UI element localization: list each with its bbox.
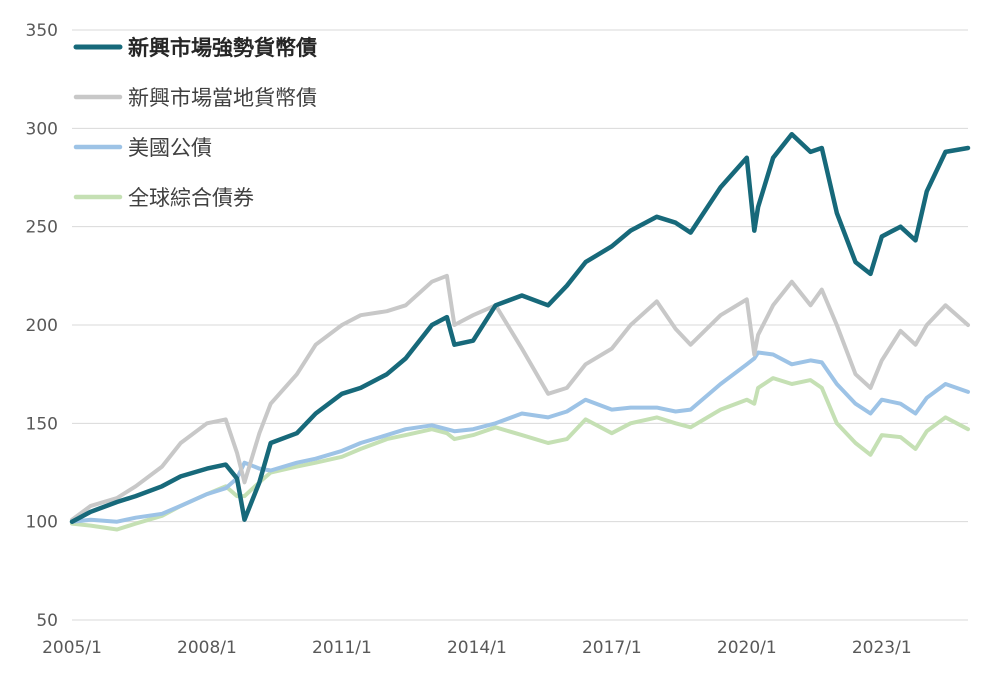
legend-label: 新興市場當地貨幣債: [128, 86, 317, 110]
x-tick-label: 2011/1: [312, 638, 372, 658]
y-axis-ticks: 350 300 250 200 150 100 50: [26, 21, 58, 631]
y-tick-label: 150: [26, 414, 58, 434]
x-tick-label: 2008/1: [177, 638, 237, 658]
legend-label: 美國公債: [128, 136, 212, 160]
x-tick-label: 2020/1: [717, 638, 777, 658]
gridlines: [72, 29, 968, 621]
series-lines: [69, 131, 971, 532]
series-line: [69, 131, 971, 524]
series-line: [70, 376, 970, 532]
y-tick-label: 100: [26, 513, 58, 533]
series-line: [70, 273, 970, 522]
y-tick-label: 200: [26, 316, 58, 336]
series-line: [70, 350, 970, 524]
x-tick-label: 2014/1: [447, 638, 507, 658]
x-tick-label: 2005/1: [42, 638, 102, 658]
legend-label: 新興市場強勢貨幣債: [128, 36, 317, 60]
y-tick-label: 300: [26, 119, 58, 139]
legend-label: 全球綜合債券: [128, 186, 254, 210]
x-tick-label: 2023/1: [852, 638, 912, 658]
x-axis-ticks: 2005/1 2008/1 2011/1 2014/1 2017/1 2020/1 2023…: [42, 638, 912, 658]
y-tick-label: 350: [26, 21, 58, 41]
y-tick-label: 250: [26, 218, 58, 238]
x-tick-label: 2017/1: [582, 638, 642, 658]
y-tick-label: 50: [36, 611, 58, 631]
